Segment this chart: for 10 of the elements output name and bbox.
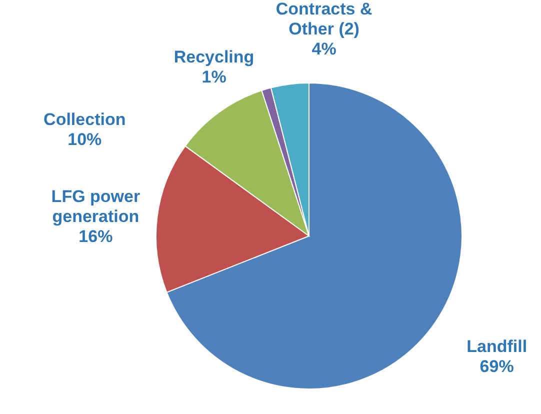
slice-label: Landfill	[466, 336, 528, 356]
data-label: 10%	[68, 130, 102, 150]
data-label: 69%	[480, 356, 514, 376]
slice-label: Contracts & Other (2)	[276, 0, 372, 39]
data-label: 4%	[312, 40, 336, 59]
slice-label: Recycling	[174, 48, 254, 67]
data-label: 16%	[78, 227, 113, 246]
slice-label: LFG power generation	[51, 187, 140, 226]
slice-label: Collection	[44, 110, 126, 130]
data-label: 1%	[202, 68, 226, 87]
